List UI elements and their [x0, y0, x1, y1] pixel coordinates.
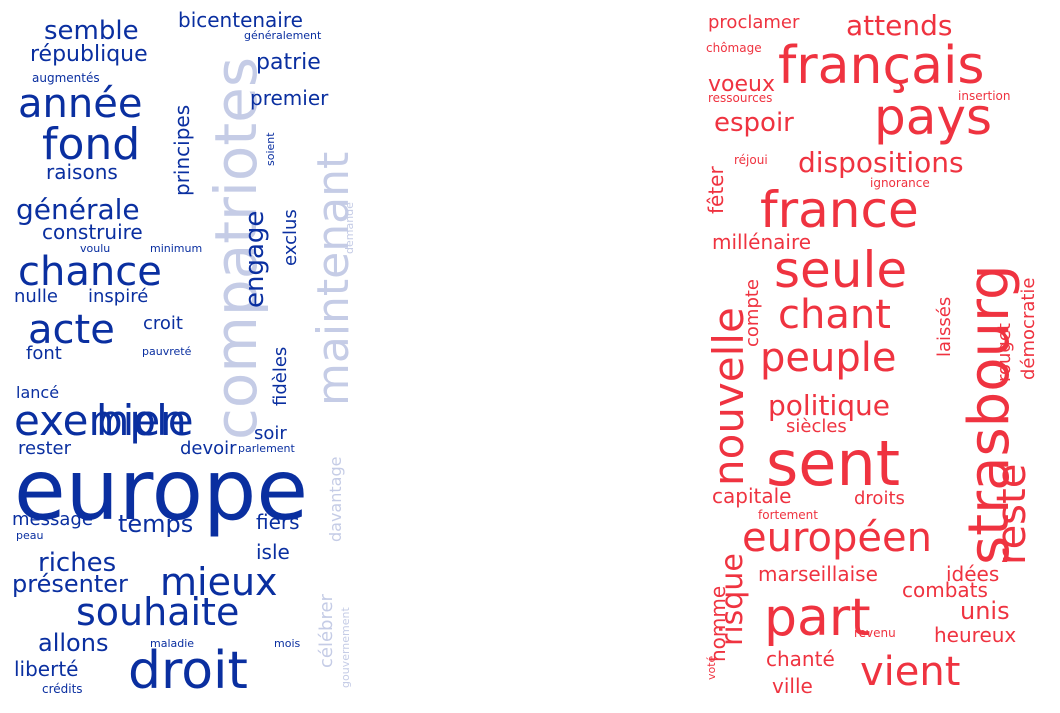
left-word-43: mois	[274, 637, 301, 650]
left-word-37: fiers	[256, 510, 300, 534]
left-word-20: exclus	[280, 209, 301, 266]
left-word-33: parlement	[238, 442, 295, 455]
left-word-29: fidèles	[270, 346, 291, 406]
right-word-1: chômage	[706, 41, 762, 55]
left-word-34: message	[12, 509, 93, 530]
right-word-4: voeux	[708, 72, 775, 97]
right-word-26: sent	[766, 427, 901, 500]
left-word-9: chance	[18, 249, 162, 295]
left-word-54: demande	[343, 202, 356, 254]
right-word-2: attends	[846, 9, 953, 42]
left-word-48: gouvernement	[339, 607, 352, 688]
right-word-12: ignorance	[870, 176, 930, 190]
right-word-31: européen	[742, 515, 932, 561]
left-word-46: célébrer	[316, 594, 337, 668]
right-word-44: ville	[772, 674, 813, 698]
left-word-50: augmentés	[32, 71, 100, 85]
right-word-8: espoir	[714, 108, 794, 138]
right-word-34: idées	[946, 562, 1000, 586]
right-word-20: démocratie	[1018, 277, 1039, 380]
left-word-41: allons	[38, 629, 109, 657]
right-word-16: seule	[774, 241, 908, 299]
left-word-47: davantage	[326, 456, 345, 542]
left-word-44: liberté	[14, 657, 79, 681]
right-word-21: rouget	[994, 323, 1015, 382]
left-word-2: souhaite	[76, 590, 240, 634]
right-word-43: vient	[860, 649, 961, 695]
left-word-45: crédits	[42, 682, 83, 696]
right-word-35: combats	[902, 578, 988, 602]
right-word-36: part	[764, 588, 871, 648]
left-word-52: voulu	[80, 242, 111, 255]
right-word-27: reste	[989, 463, 1035, 565]
right-word-29: droits	[854, 488, 905, 509]
right-word-25: siècles	[786, 416, 847, 437]
right-word-19: laissés	[934, 296, 955, 357]
left-word-28: lancé	[16, 383, 60, 402]
left-word-27: pauvreté	[142, 345, 192, 358]
right-word-0: proclamer	[708, 12, 800, 33]
left-word-30: soir	[254, 423, 287, 444]
right-word-9: fêter	[704, 166, 728, 214]
left-word-31: rester	[18, 438, 71, 459]
left-word-11: année	[18, 81, 143, 127]
right-word-7: pays	[874, 88, 993, 146]
right-word-41: voté	[705, 655, 718, 680]
left-word-42: maladie	[150, 637, 195, 650]
right-word-3: français	[778, 36, 985, 96]
right-word-23: peuple	[760, 335, 897, 381]
left-word-38: riches	[38, 548, 117, 578]
left-word-0: europe	[14, 441, 308, 539]
left-word-40: présenter	[12, 570, 128, 598]
left-word-21: raisons	[46, 160, 118, 184]
left-word-10: fond	[42, 119, 141, 170]
left-word-51: soient	[264, 132, 277, 166]
right-word-5: ressources	[708, 91, 773, 105]
left-word-32: devoir	[180, 438, 237, 459]
left-word-13: semble	[44, 16, 139, 46]
right-word-10: réjoui	[734, 153, 768, 167]
right-word-42: chanté	[766, 647, 835, 671]
left-word-49: généralement	[244, 29, 322, 42]
left-word-25: croit	[143, 313, 183, 334]
right-word-40: revenu	[854, 626, 896, 640]
right-word-22: chant	[778, 292, 891, 338]
left-word-3: mieux	[160, 560, 278, 604]
left-word-23: nulle	[14, 286, 58, 307]
left-word-14: république	[30, 42, 148, 67]
left-word-18: principes	[170, 104, 194, 196]
left-word-26: font	[26, 343, 62, 364]
right-word-30: fortement	[758, 508, 818, 522]
right-word-13: france	[760, 181, 919, 239]
left-word-12: générale	[16, 193, 140, 226]
right-word-15: millénaire	[712, 230, 812, 254]
right-word-33: marseillaise	[758, 562, 878, 586]
right-word-6: insertion	[958, 89, 1011, 103]
left-word-17: premier	[250, 86, 329, 110]
left-word-39: isle	[256, 540, 290, 564]
left-word-16: patrie	[256, 50, 321, 75]
left-word-7: bien	[96, 396, 187, 445]
left-word-5: maintenant	[308, 151, 359, 406]
left-word-36: temps	[118, 510, 194, 538]
left-word-35: peau	[16, 529, 44, 542]
right-word-28: capitale	[712, 484, 792, 508]
left-word-15: bicentenaire	[178, 8, 303, 32]
left-word-1: droit	[128, 641, 248, 701]
right-word-38: homme	[706, 585, 730, 662]
right-word-24: politique	[768, 389, 890, 422]
right-word-cloud: proclamer chômage attends français voeux ress…	[700, 0, 1040, 713]
left-word-8: acte	[28, 307, 115, 353]
right-word-11: dispositions	[798, 146, 964, 179]
left-word-6: exemple	[14, 396, 194, 445]
right-word-37: unis	[960, 597, 1010, 625]
left-word-22: construire	[42, 220, 143, 244]
right-word-39: heureux	[934, 623, 1017, 647]
left-word-24: inspiré	[88, 286, 149, 307]
left-word-53: minimum	[150, 242, 203, 255]
left-word-19: engage	[240, 210, 270, 308]
left-word-cloud: europe droit souhaite mieux compatriotes main…	[0, 0, 362, 713]
